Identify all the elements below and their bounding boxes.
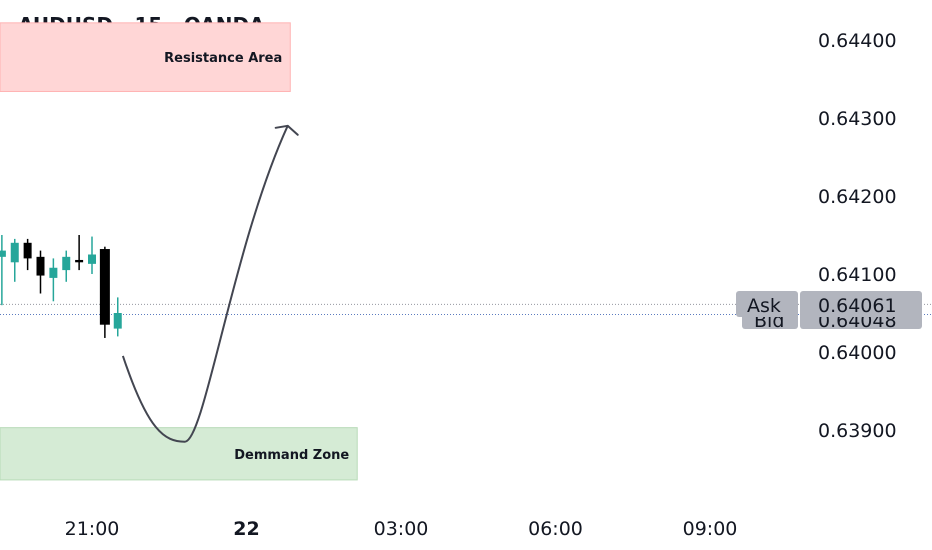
candle bbox=[23, 238, 32, 271]
price-lines-layer bbox=[0, 303, 932, 316]
candle-body bbox=[99, 249, 110, 325]
candle-body bbox=[23, 242, 32, 259]
y-axis[interactable]: 0.64400 0.64300 0.64200 0.64100 0.64000 0.639… bbox=[818, 30, 897, 442]
zones-layer: Resistance Area Demmand Zone bbox=[0, 22, 358, 481]
ask-price: 0.64061 bbox=[818, 295, 897, 317]
price-tags: Bid 0.64048 Ask 0.64061 bbox=[736, 291, 922, 332]
x-tick-label: 22 bbox=[233, 518, 259, 540]
candle-body bbox=[10, 242, 19, 263]
x-tick-label: 21:00 bbox=[65, 518, 120, 540]
demand-zone bbox=[0, 427, 358, 481]
y-tick-label: 0.63900 bbox=[818, 420, 897, 442]
y-tick-label: 0.64200 bbox=[818, 186, 897, 208]
candles-layer bbox=[0, 235, 122, 338]
ask-label-tag bbox=[736, 291, 798, 317]
y-tick-label: 0.64000 bbox=[818, 342, 897, 364]
y-tick-label: 0.64300 bbox=[818, 108, 897, 130]
projection-arrow-layer bbox=[121, 124, 299, 443]
candle bbox=[88, 236, 96, 274]
candle-body bbox=[0, 250, 6, 257]
candle bbox=[113, 297, 122, 337]
resistance-zone-label: Resistance Area bbox=[164, 51, 282, 66]
candle-body bbox=[88, 254, 96, 264]
x-axis[interactable]: 21:00 22 03:00 06:00 09:00 bbox=[65, 518, 738, 540]
x-tick-label: 06:00 bbox=[528, 518, 583, 540]
projection-arrowhead bbox=[274, 124, 299, 136]
candle bbox=[49, 258, 58, 302]
candle-body bbox=[49, 267, 58, 278]
candle-body bbox=[36, 256, 45, 276]
candle bbox=[62, 250, 71, 282]
y-tick-label: 0.64100 bbox=[818, 264, 897, 286]
x-tick-label: 09:00 bbox=[683, 518, 738, 540]
candle bbox=[75, 235, 84, 271]
ask-price-tag bbox=[800, 291, 922, 317]
candle-body bbox=[113, 313, 122, 329]
candle bbox=[10, 238, 19, 282]
demand-zone-label: Demmand Zone bbox=[234, 448, 349, 463]
projection-curve bbox=[121, 125, 289, 443]
ask-label: Ask bbox=[747, 295, 781, 317]
y-tick-label: 0.64400 bbox=[818, 30, 897, 52]
resistance-zone bbox=[0, 22, 291, 92]
candle bbox=[36, 250, 45, 294]
candle-body bbox=[62, 256, 71, 271]
x-tick-label: 03:00 bbox=[374, 518, 429, 540]
candle bbox=[0, 235, 6, 306]
candle bbox=[99, 246, 110, 338]
candle-body bbox=[75, 259, 84, 263]
